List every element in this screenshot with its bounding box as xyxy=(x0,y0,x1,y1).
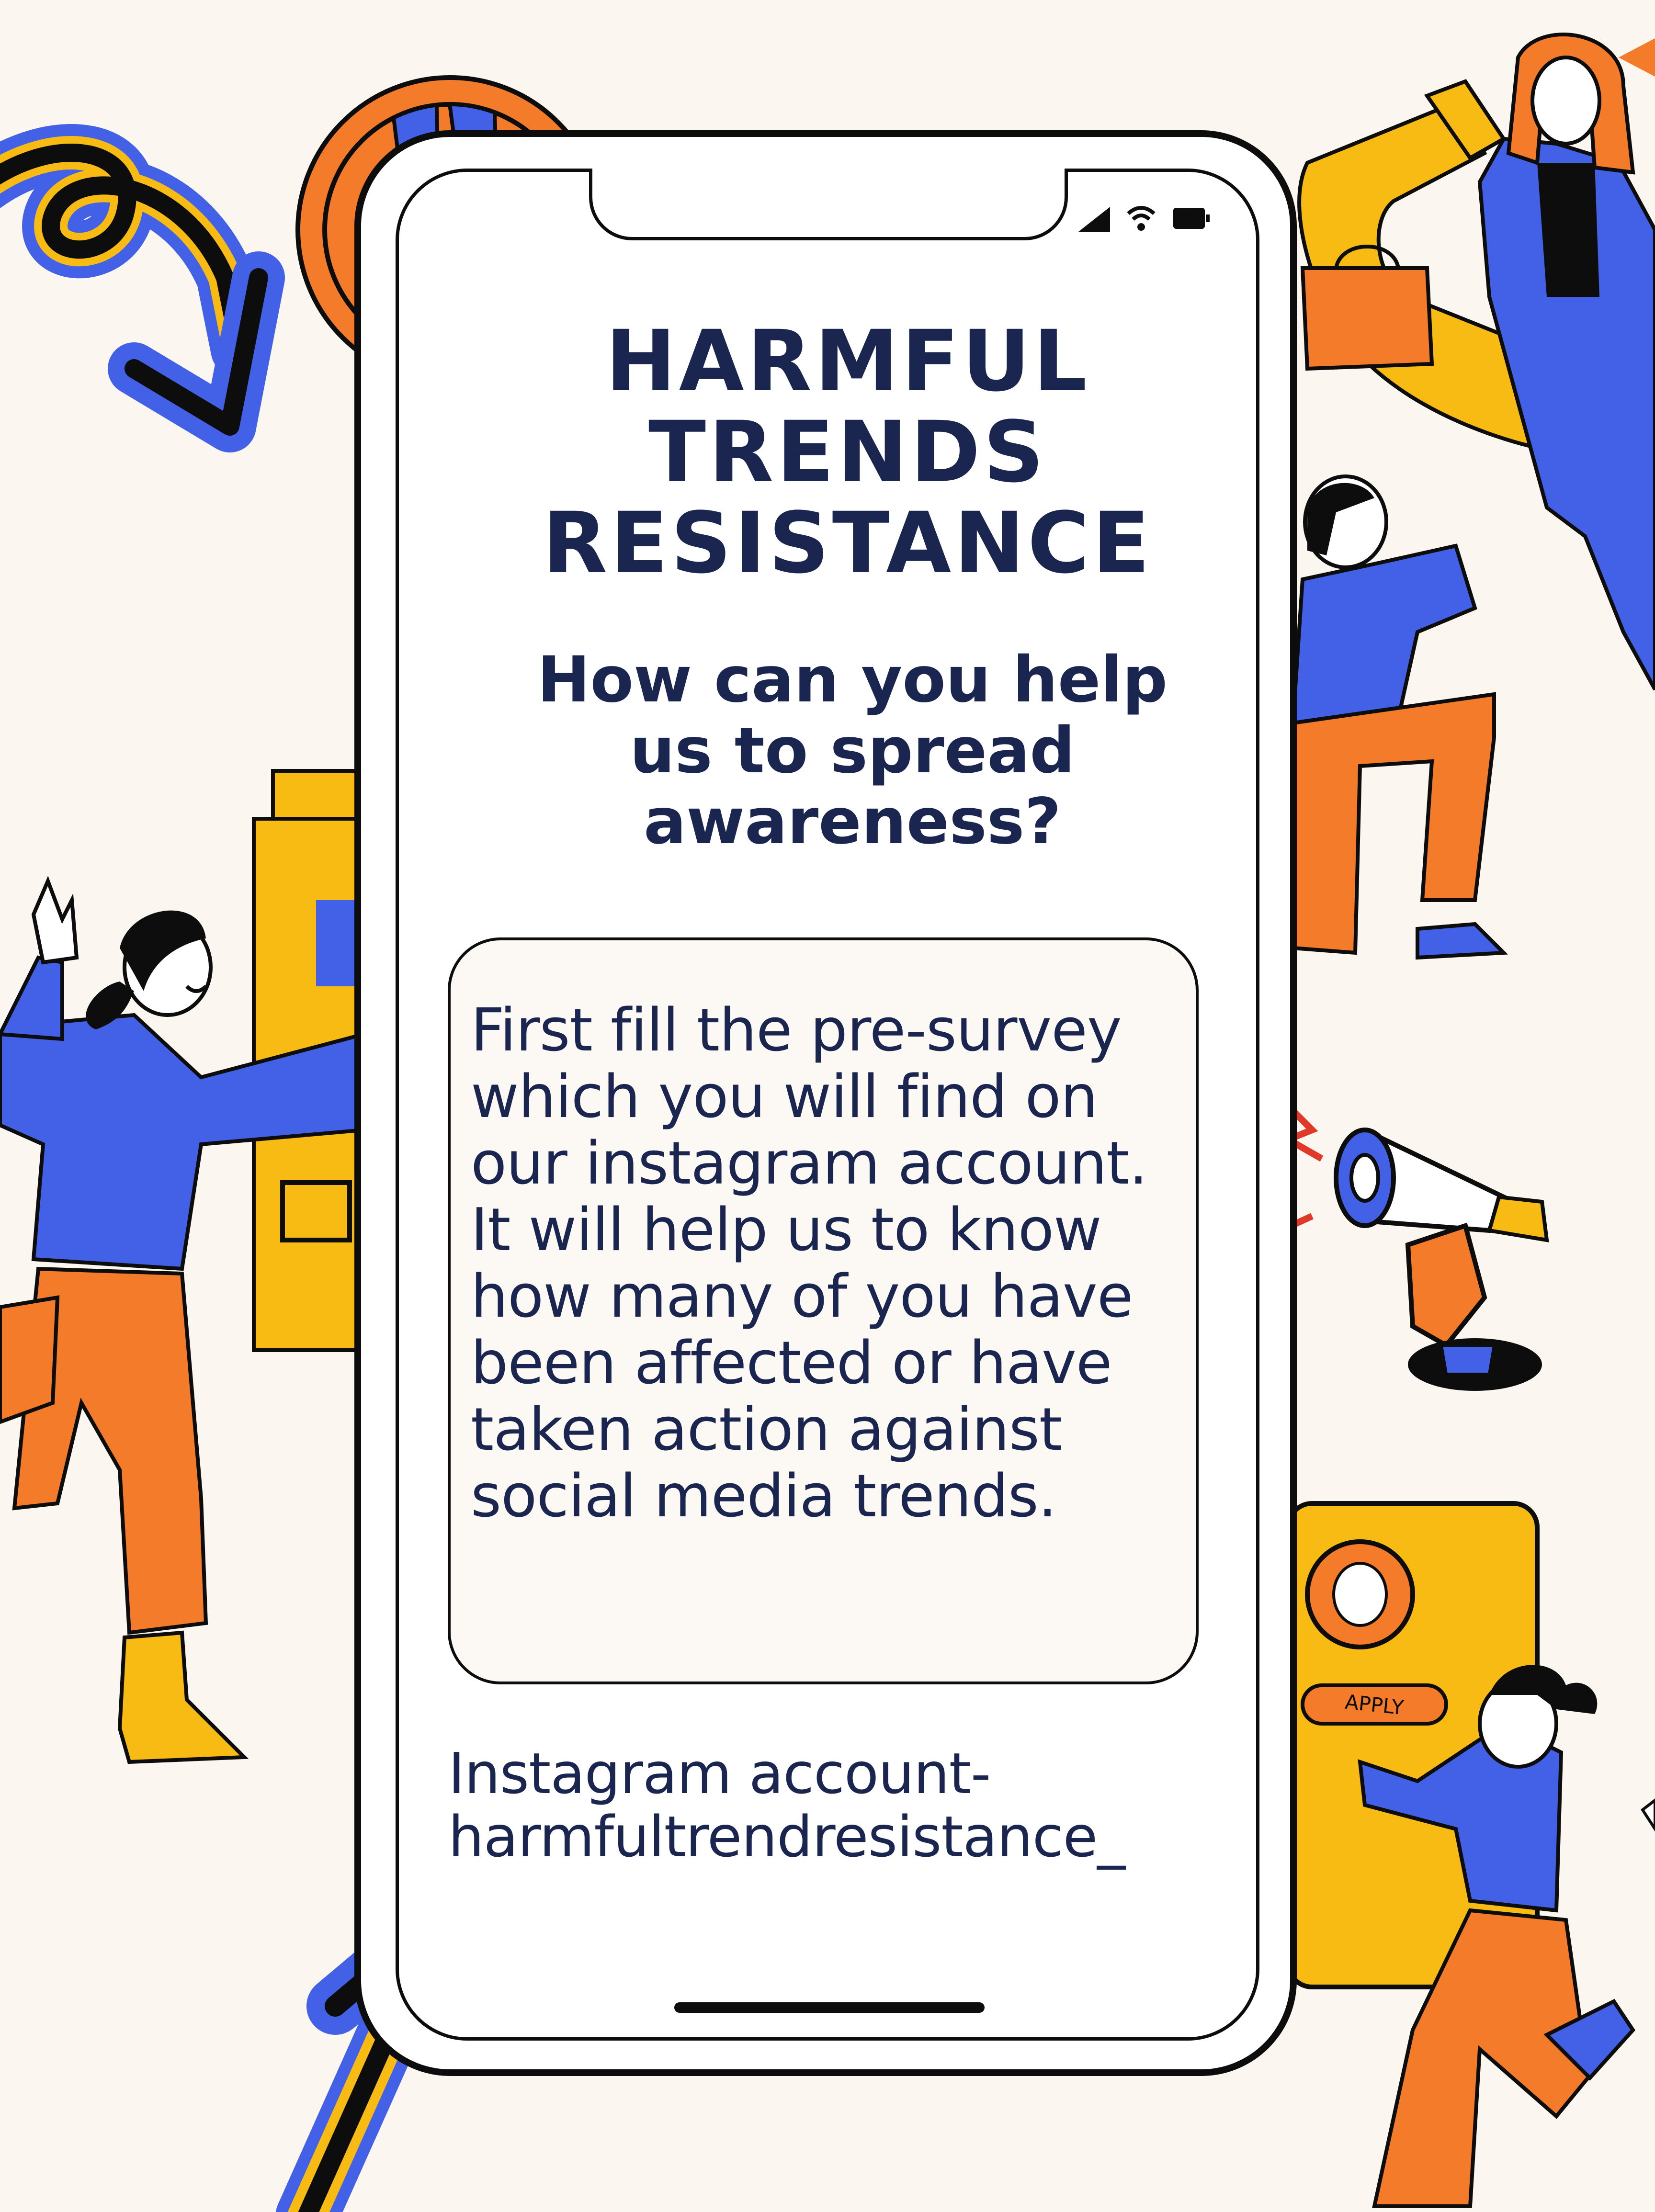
girl-illustration-left xyxy=(0,876,366,1764)
title-line: HARMFUL xyxy=(605,312,1090,410)
tablet-apply-illustration: APPLY xyxy=(1286,1501,1655,2208)
subtitle-line: us to spread xyxy=(630,714,1075,788)
info-card xyxy=(448,937,1199,1684)
home-indicator xyxy=(674,2002,985,2013)
instagram-line: Instagram account- xyxy=(448,1740,991,1806)
instagram-account-text: Instagram account- harmfultrendresistanc… xyxy=(448,1742,1262,1868)
subtitle-line: How can you help xyxy=(537,643,1168,717)
info-line: First fill the pre-survey xyxy=(471,996,1122,1065)
woman-magnet-illustration xyxy=(1297,33,1655,690)
info-line: how many of you have xyxy=(471,1263,1134,1331)
swirl-arrow-icon xyxy=(0,124,285,452)
phone-notch xyxy=(589,169,1068,240)
info-line: It will help us to know xyxy=(471,1196,1102,1264)
info-line: taken action against xyxy=(471,1396,1062,1464)
title-line: TRENDS xyxy=(648,403,1047,501)
title-line: RESISTANCE xyxy=(542,494,1153,592)
wifi-icon xyxy=(1127,206,1156,231)
poster-subtitle: How can you help us to spread awareness? xyxy=(479,644,1226,857)
man-running-illustration xyxy=(1291,474,1508,960)
info-text: First fill the pre-survey which you will… xyxy=(471,997,1218,1530)
info-line: social media trends. xyxy=(471,1462,1057,1531)
signal-icon xyxy=(1078,207,1110,232)
poster-title: HARMFUL TRENDS RESISTANCE xyxy=(441,316,1255,589)
subtitle-line: awareness? xyxy=(644,785,1061,858)
battery-icon xyxy=(1173,208,1210,229)
info-line: our instagram account. xyxy=(471,1129,1148,1198)
instagram-handle: harmfultrendresistance_ xyxy=(448,1804,1125,1870)
info-line: been affected or have xyxy=(471,1329,1112,1398)
info-line: which you will find on xyxy=(471,1063,1098,1131)
